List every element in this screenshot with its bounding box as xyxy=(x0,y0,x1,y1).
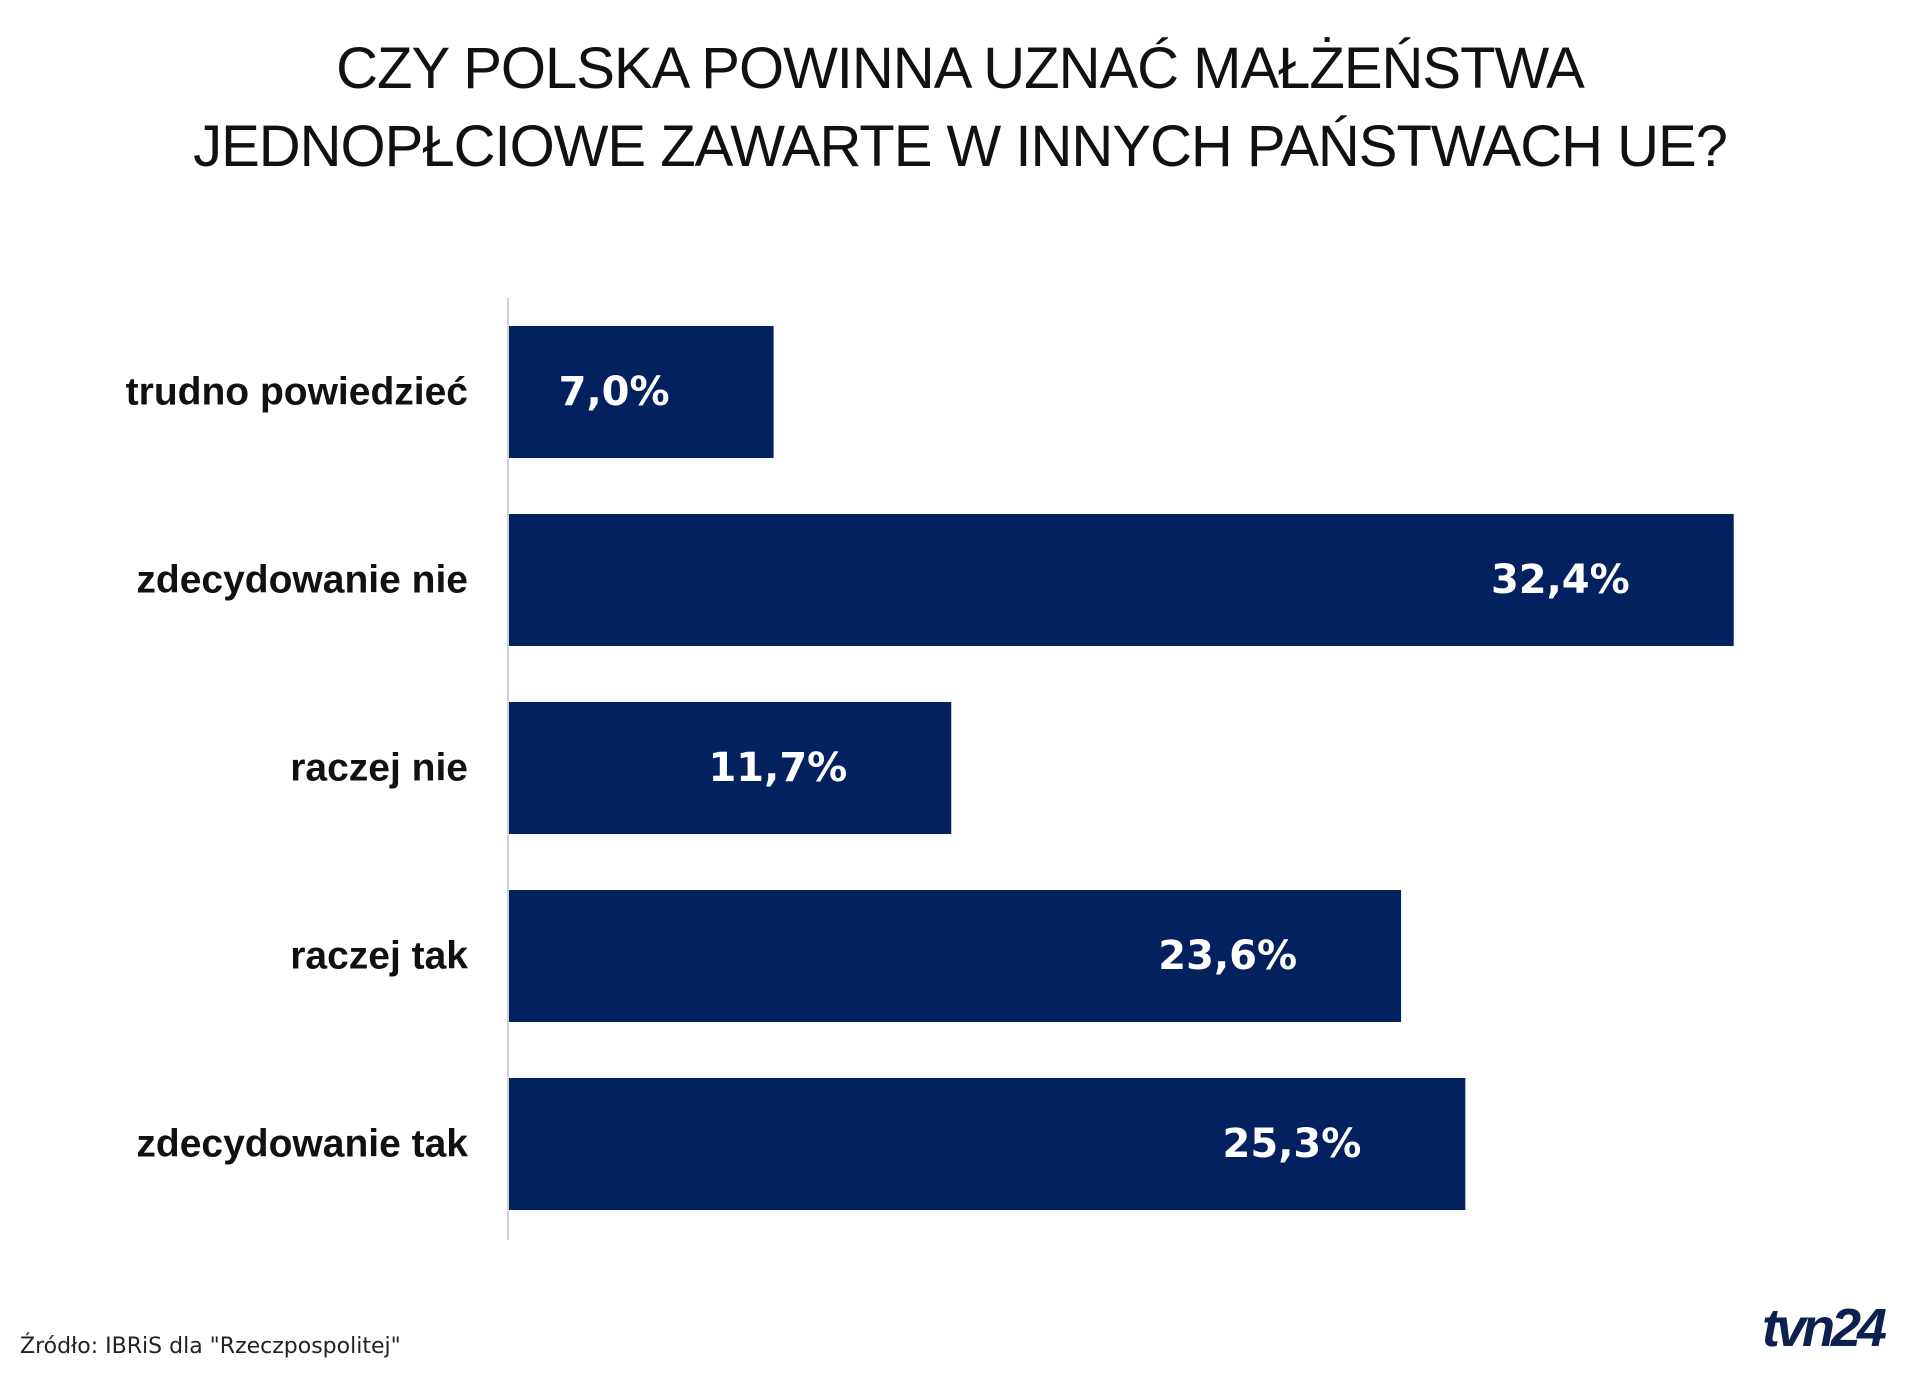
value-label-0: 7,0% xyxy=(559,369,670,415)
value-label-3: 23,6% xyxy=(1158,933,1297,979)
bar-1 xyxy=(509,514,1734,646)
bar-4 xyxy=(509,1078,1466,1210)
chart-title: CZY POLSKA POWINNA UZNAĆ MAŁŻEŃSTWA JEDN… xyxy=(0,30,1920,186)
category-label-3: raczej tak xyxy=(290,935,468,978)
bar-0 xyxy=(509,326,774,458)
category-label-4: zdecydowanie tak xyxy=(136,1123,468,1166)
tvn24-logo: tvn24 xyxy=(1762,1298,1891,1356)
bars-group: trudno powiedzieć 7,0% zdecydowanie nie 32,… xyxy=(126,326,1734,1210)
svg-text:tvn24: tvn24 xyxy=(1762,1298,1887,1356)
value-label-1: 32,4% xyxy=(1491,557,1630,603)
category-label-1: zdecydowanie nie xyxy=(136,559,468,602)
bar-2 xyxy=(509,702,952,834)
value-label-4: 25,3% xyxy=(1223,1121,1362,1167)
category-label-2: raczej nie xyxy=(290,747,468,790)
bar-3 xyxy=(509,890,1402,1022)
chart-title-line-1: CZY POLSKA POWINNA UZNAĆ MAŁŻEŃSTWA xyxy=(336,36,1585,101)
value-label-2: 11,7% xyxy=(708,745,847,791)
category-label-0: trudno powiedzieć xyxy=(126,371,468,414)
source-note: Źródło: IBRiS dla "Rzeczpospolitej" xyxy=(20,1334,401,1359)
chart-title-line-2: JEDNOPŁCIOWE ZAWARTE W INNYCH PAŃSTWACH … xyxy=(193,114,1728,179)
